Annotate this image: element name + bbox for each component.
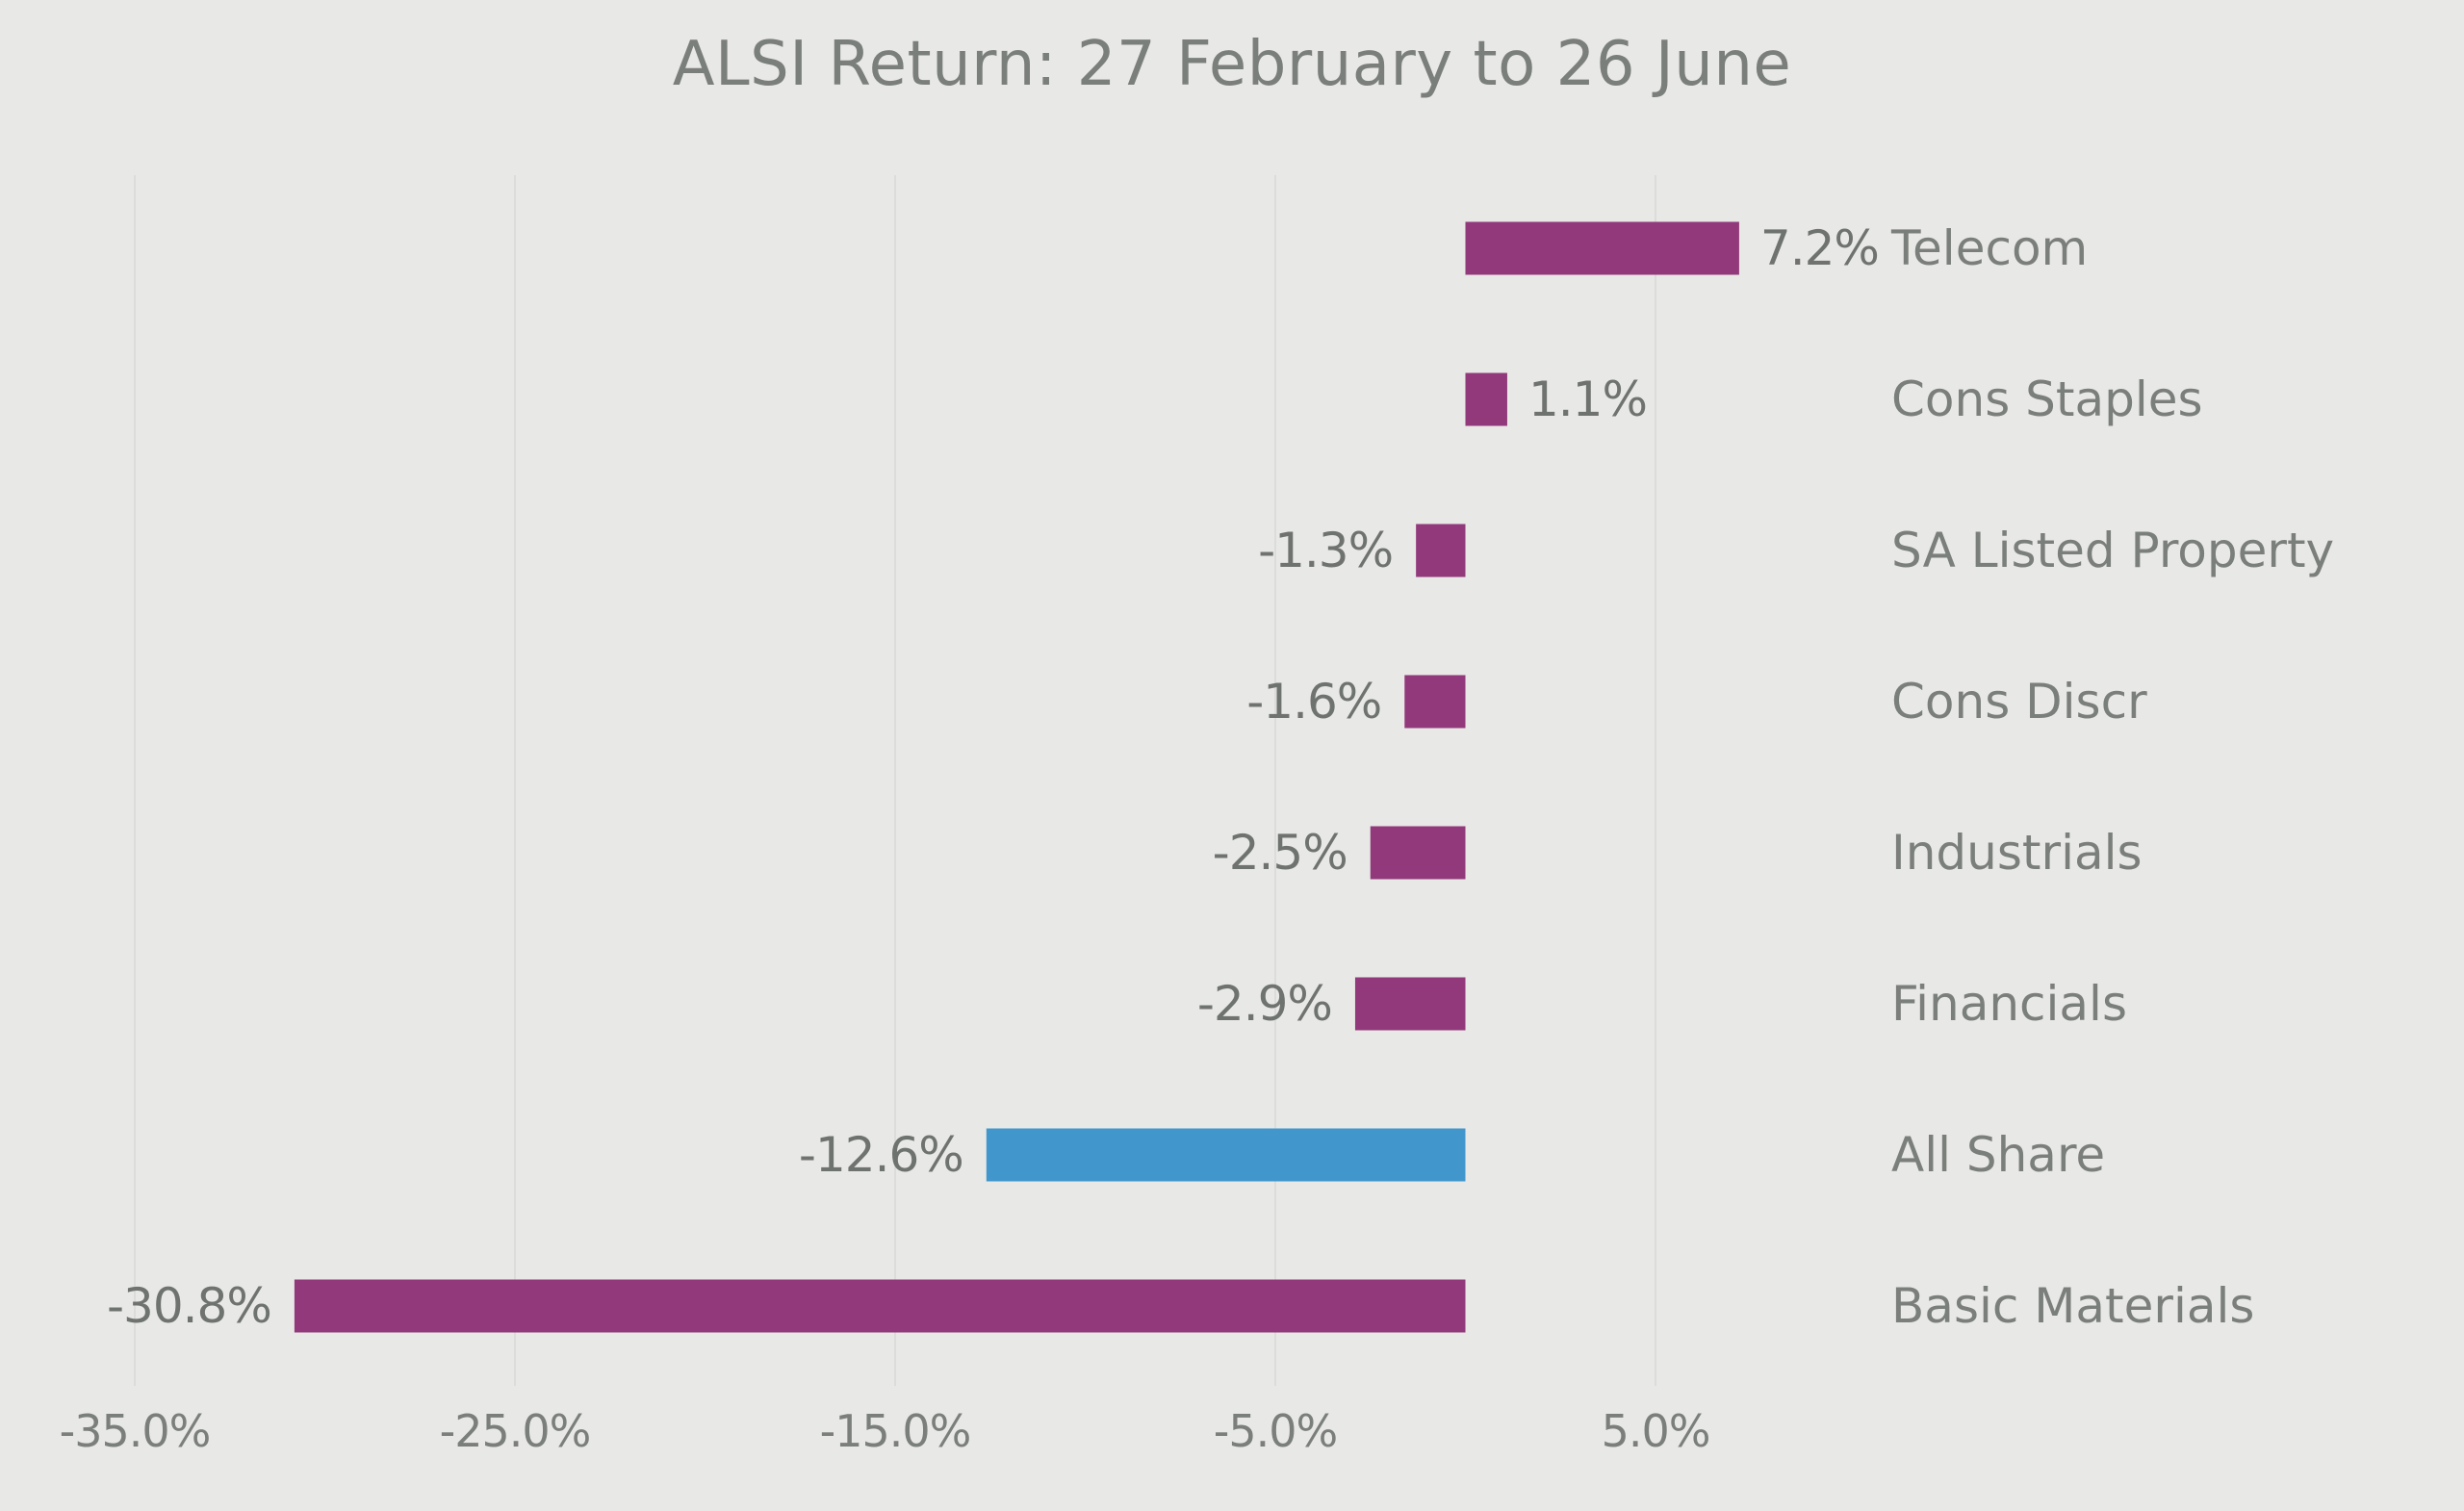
data-label: -30.8% <box>107 1278 271 1334</box>
bar <box>986 1128 1466 1182</box>
bar <box>1354 977 1466 1031</box>
bar <box>1416 524 1466 577</box>
x-tick-label: -15.0% <box>820 1405 971 1457</box>
category-label: SA Listed Property <box>1891 523 2334 578</box>
x-tick-label: -5.0% <box>1214 1405 1337 1457</box>
data-label: -2.9% <box>1197 976 1332 1032</box>
chart-title: ALSI Return: 27 February to 26 June <box>672 29 1792 100</box>
category-label: Financials <box>1891 976 2127 1032</box>
bar <box>1465 221 1739 275</box>
data-label: 7.2% <box>1760 220 1879 276</box>
data-label: -1.6% <box>1246 674 1381 730</box>
category-label: Industrials <box>1891 825 2143 881</box>
category-label: Cons Discr <box>1891 674 2147 730</box>
category-label: All Share <box>1891 1127 2105 1183</box>
category-label: Cons Staples <box>1891 371 2203 427</box>
data-label: 1.1% <box>1528 371 1647 427</box>
bar <box>1370 826 1466 880</box>
bar <box>1404 675 1466 729</box>
data-label: -2.5% <box>1213 825 1348 881</box>
x-tick-label: 5.0% <box>1602 1405 1710 1457</box>
bar <box>294 1279 1466 1333</box>
category-label: Telecom <box>1890 220 2088 276</box>
bar <box>1465 372 1507 426</box>
x-tick-label: -25.0% <box>440 1405 591 1457</box>
data-label: -12.6% <box>799 1127 963 1183</box>
category-label: Basic Materials <box>1891 1278 2254 1334</box>
data-label: -1.3% <box>1258 523 1393 578</box>
x-tick-label: -35.0% <box>60 1405 211 1457</box>
